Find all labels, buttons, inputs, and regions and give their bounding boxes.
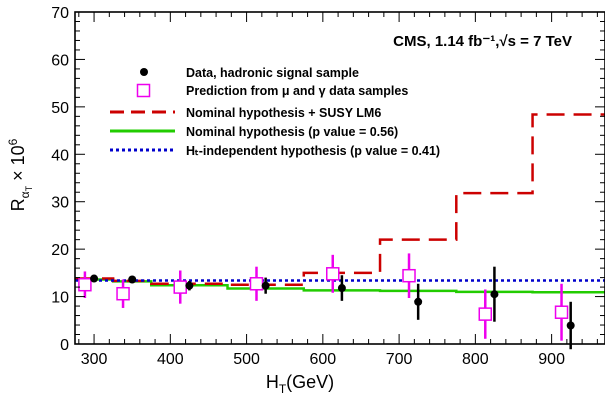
prediction-point: [402, 268, 416, 283]
prediction-point: [78, 277, 92, 292]
legend-label-prediction: Prediction from μ and γ data samples: [186, 84, 408, 98]
series-layer: [75, 113, 605, 350]
prediction-point: [173, 280, 187, 294]
legend-label-data: Data, hadronic signal sample: [186, 66, 359, 80]
data-point: [90, 274, 99, 283]
y-axis-label: RαT × 106: [6, 138, 34, 211]
y-tick-label: 0: [60, 337, 69, 354]
data-point: [128, 275, 137, 284]
data-point: [185, 281, 194, 290]
data-point: [337, 284, 346, 293]
axes-layer: 0 10 20 30 40 50 60 70 300 400 500 600 700 800 900: [51, 5, 605, 368]
data-point: [261, 281, 270, 290]
prediction-point: [116, 286, 130, 301]
legend-marker-prediction: [136, 83, 151, 98]
prediction-point: [326, 267, 340, 281]
y-tick-label: 70: [51, 5, 69, 22]
plot-frame: [74, 11, 605, 345]
y-tick-label: 30: [51, 195, 69, 212]
prediction-point: [554, 305, 569, 319]
x-tick-label: 500: [233, 351, 260, 368]
legend-label-susy: Nominal hypothesis + SUSY LM6: [186, 106, 381, 120]
data-point: [566, 321, 575, 330]
legend-label-nominal: Nominal hypothesis (p value = 0.56): [186, 125, 398, 139]
x-tick-label: 700: [386, 351, 413, 368]
x-tick-label: 600: [309, 351, 336, 368]
x-tick-label: 800: [462, 351, 489, 368]
x-tick-label: 400: [157, 351, 184, 368]
y-tick-label: 20: [51, 242, 69, 259]
x-tick-label: 300: [81, 351, 108, 368]
x-tick-label: 900: [538, 351, 565, 368]
y-tick-label: 60: [51, 52, 69, 69]
legend-label-ht-indep: Hₜ-independent hypothesis (p value = 0.4…: [186, 144, 440, 158]
data-point: [490, 290, 499, 299]
x-axis-label: HT(GeV): [266, 372, 334, 396]
prediction-point: [249, 277, 264, 291]
y-tick-label: 40: [51, 147, 69, 164]
data-point: [414, 297, 423, 306]
susy-step-line: [75, 113, 605, 286]
y-tick-label: 50: [51, 100, 69, 117]
prediction-point: [478, 307, 493, 321]
y-tick-label: 10: [51, 290, 69, 307]
legend: Data, hadronic signal sample Prediction …: [110, 66, 440, 158]
chart-headline: CMS, 1.14 fb⁻¹,√s = 7 TeV: [393, 33, 572, 50]
legend-marker-data: [140, 68, 148, 76]
